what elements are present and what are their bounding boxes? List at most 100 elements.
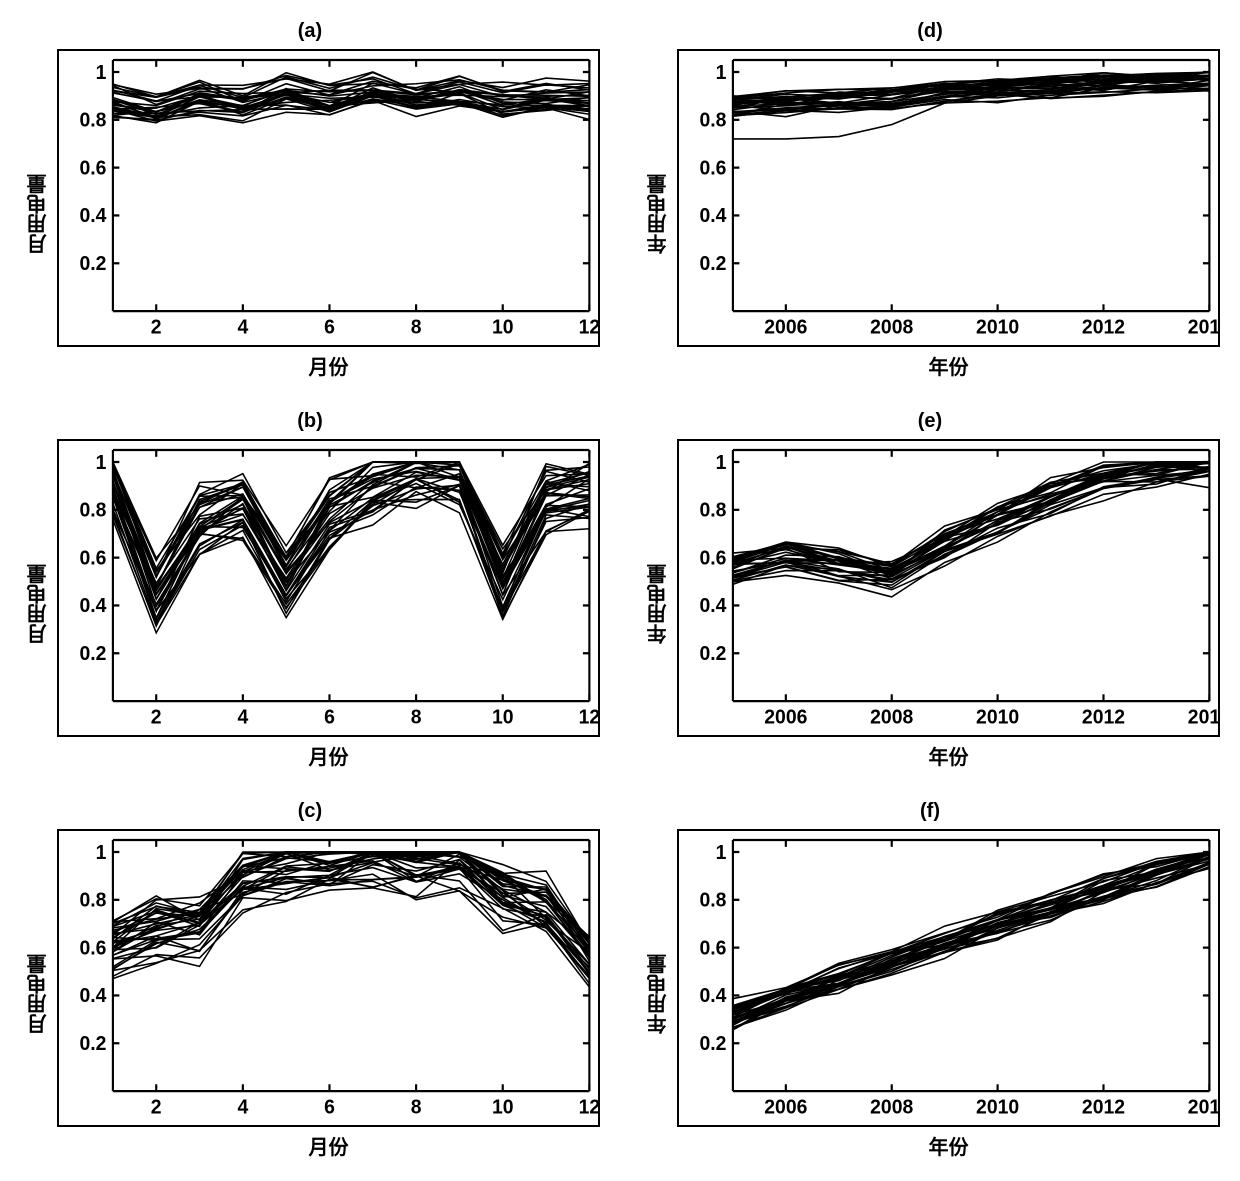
y-tick-label: 1 bbox=[96, 841, 107, 864]
x-tick-label: 8 bbox=[411, 1096, 422, 1119]
x-tick-label: 2014 bbox=[1188, 316, 1220, 339]
plot-area: 0.20.40.60.8120062008201020122014年份 bbox=[677, 829, 1220, 1160]
y-tick-label: 0.2 bbox=[699, 253, 726, 276]
x-axis-label: 年份 bbox=[677, 1131, 1220, 1160]
y-tick-label: 0.8 bbox=[699, 109, 726, 132]
x-tick-label: 2 bbox=[151, 706, 162, 729]
panel-title: (c) bbox=[298, 800, 322, 823]
y-tick-label: 0.6 bbox=[79, 157, 106, 180]
x-tick-label: 2012 bbox=[1082, 706, 1125, 729]
y-tick-label: 0.2 bbox=[79, 1033, 106, 1056]
x-tick-label: 8 bbox=[411, 706, 422, 729]
x-axis-label: 年份 bbox=[677, 741, 1220, 770]
y-tick-label: 0.4 bbox=[699, 595, 726, 618]
y-axis-label: 月用电量 bbox=[20, 829, 57, 1160]
y-tick-label: 0.8 bbox=[79, 889, 106, 912]
panel-c: (c)月用电量0.20.40.60.8124681012月份 bbox=[20, 800, 600, 1160]
x-tick-label: 10 bbox=[492, 1096, 514, 1119]
y-tick-label: 0.6 bbox=[79, 547, 106, 570]
x-tick-label: 8 bbox=[411, 316, 422, 339]
plot-area: 0.20.40.60.8120062008201020122014年份 bbox=[677, 439, 1220, 770]
series-line bbox=[733, 462, 1209, 575]
x-tick-label: 2006 bbox=[764, 706, 807, 729]
y-tick-label: 0.4 bbox=[699, 985, 726, 1008]
x-tick-label: 6 bbox=[324, 1096, 335, 1119]
plot-area: 0.20.40.60.8124681012月份 bbox=[57, 829, 600, 1160]
x-tick-label: 2006 bbox=[764, 1096, 807, 1119]
series-line bbox=[733, 867, 1209, 1030]
x-tick-label: 12 bbox=[579, 1096, 600, 1119]
y-tick-label: 0.6 bbox=[699, 157, 726, 180]
y-tick-label: 0.2 bbox=[699, 643, 726, 666]
chart-svg: 0.20.40.60.8120062008201020122014 bbox=[677, 439, 1220, 737]
plot-wrap: 年用电量0.20.40.60.8120062008201020122014年份 bbox=[640, 49, 1220, 380]
y-tick-label: 0.8 bbox=[699, 889, 726, 912]
x-tick-label: 2012 bbox=[1082, 1096, 1125, 1119]
y-tick-label: 0.4 bbox=[79, 985, 106, 1008]
chart-svg: 0.20.40.60.8124681012 bbox=[57, 439, 600, 737]
x-tick-label: 6 bbox=[324, 316, 335, 339]
x-tick-label: 2014 bbox=[1188, 1096, 1220, 1119]
x-tick-label: 10 bbox=[492, 706, 514, 729]
x-axis-label: 月份 bbox=[57, 351, 600, 380]
y-tick-label: 0.2 bbox=[79, 253, 106, 276]
x-tick-label: 2 bbox=[151, 316, 162, 339]
x-tick-label: 2008 bbox=[870, 706, 913, 729]
panel-title: (a) bbox=[298, 20, 322, 43]
y-tick-label: 0.6 bbox=[79, 937, 106, 960]
x-tick-label: 2008 bbox=[870, 1096, 913, 1119]
x-tick-label: 10 bbox=[492, 316, 514, 339]
y-axis-label: 月用电量 bbox=[20, 439, 57, 770]
chart-svg: 0.20.40.60.8120062008201020122014 bbox=[677, 829, 1220, 1127]
x-tick-label: 2008 bbox=[870, 316, 913, 339]
panel-d: (d)年用电量0.20.40.60.8120062008201020122014… bbox=[640, 20, 1220, 380]
plot-area: 0.20.40.60.8120062008201020122014年份 bbox=[677, 49, 1220, 380]
x-axis-label: 月份 bbox=[57, 741, 600, 770]
panel-e: (e)年用电量0.20.40.60.8120062008201020122014… bbox=[640, 410, 1220, 770]
x-tick-label: 4 bbox=[237, 316, 248, 339]
y-tick-label: 0.8 bbox=[79, 109, 106, 132]
y-tick-label: 1 bbox=[716, 451, 727, 474]
chart-svg: 0.20.40.60.8124681012 bbox=[57, 49, 600, 347]
y-tick-label: 0.4 bbox=[79, 595, 106, 618]
panel-a: (a)月用电量0.20.40.60.8124681012月份 bbox=[20, 20, 600, 380]
y-tick-label: 0.2 bbox=[699, 1033, 726, 1056]
y-tick-label: 1 bbox=[716, 841, 727, 864]
y-tick-label: 1 bbox=[716, 61, 727, 84]
plot-wrap: 月用电量0.20.40.60.8124681012月份 bbox=[20, 829, 600, 1160]
x-tick-label: 2 bbox=[151, 1096, 162, 1119]
x-tick-label: 2006 bbox=[764, 316, 807, 339]
y-tick-label: 1 bbox=[96, 61, 107, 84]
y-tick-label: 0.8 bbox=[79, 499, 106, 522]
x-tick-label: 2014 bbox=[1188, 706, 1220, 729]
x-tick-label: 2010 bbox=[976, 1096, 1019, 1119]
panel-title: (e) bbox=[918, 410, 942, 433]
x-tick-label: 2010 bbox=[976, 706, 1019, 729]
x-tick-label: 4 bbox=[237, 706, 248, 729]
plot-wrap: 月用电量0.20.40.60.8124681012月份 bbox=[20, 49, 600, 380]
chart-grid: (a)月用电量0.20.40.60.8124681012月份(d)年用电量0.2… bbox=[20, 20, 1220, 1160]
y-tick-label: 0.4 bbox=[699, 205, 726, 228]
y-axis-label: 年用电量 bbox=[640, 49, 677, 380]
plot-wrap: 月用电量0.20.40.60.8124681012月份 bbox=[20, 439, 600, 770]
panel-title: (f) bbox=[920, 800, 940, 823]
y-axis-label: 月用电量 bbox=[20, 49, 57, 380]
x-tick-label: 2012 bbox=[1082, 316, 1125, 339]
y-tick-label: 0.2 bbox=[79, 643, 106, 666]
panel-title: (d) bbox=[917, 20, 943, 43]
x-axis-label: 月份 bbox=[57, 1131, 600, 1160]
y-tick-label: 1 bbox=[96, 451, 107, 474]
x-tick-label: 4 bbox=[237, 1096, 248, 1119]
panel-b: (b)月用电量0.20.40.60.8124681012月份 bbox=[20, 410, 600, 770]
series-line bbox=[113, 852, 589, 957]
x-axis-label: 年份 bbox=[677, 351, 1220, 380]
plot-area: 0.20.40.60.8124681012月份 bbox=[57, 49, 600, 380]
y-tick-label: 0.4 bbox=[79, 205, 106, 228]
plot-area: 0.20.40.60.8124681012月份 bbox=[57, 439, 600, 770]
y-tick-label: 0.6 bbox=[699, 547, 726, 570]
x-tick-label: 12 bbox=[579, 706, 600, 729]
y-axis-label: 年用电量 bbox=[640, 439, 677, 770]
chart-svg: 0.20.40.60.8120062008201020122014 bbox=[677, 49, 1220, 347]
plot-wrap: 年用电量0.20.40.60.8120062008201020122014年份 bbox=[640, 829, 1220, 1160]
series-line bbox=[733, 479, 1209, 597]
